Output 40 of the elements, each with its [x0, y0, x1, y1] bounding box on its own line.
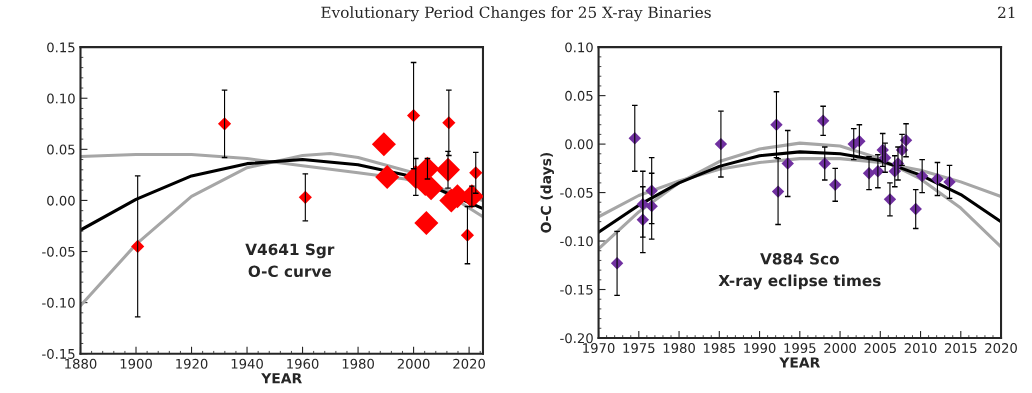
y-tick-label: 0.05 — [47, 144, 75, 155]
x-axis-title: YEAR — [261, 373, 302, 384]
x-tick-label: 1920 — [176, 358, 208, 369]
y-tick-label: -0.05 — [42, 246, 75, 257]
y-tick-label: -0.05 — [560, 187, 593, 198]
y-tick-label: 0.05 — [565, 90, 593, 101]
x-tick-label: 1990 — [744, 343, 776, 354]
y-tick-label: -0.15 — [42, 348, 75, 359]
annotation: V4641 Sgr O-C curve — [245, 243, 335, 278]
x-tick-label: 1960 — [287, 358, 319, 369]
x-tick-label: 1880 — [65, 358, 97, 369]
annotation: V884 Sco X-ray eclipse times — [718, 253, 881, 290]
text: 21 — [998, 6, 1015, 18]
x-tick-label: 1970 — [583, 343, 615, 354]
y-tick-label: 0.15 — [47, 42, 75, 53]
y-axis-title: O-C (days) — [540, 152, 554, 233]
y-tick-label: -0.15 — [560, 284, 593, 295]
x-tick-label: 2000 — [397, 358, 430, 369]
y-tick-label: 0.10 — [565, 42, 593, 53]
y-tick-label: -0.10 — [42, 297, 75, 308]
x-tick-label: 1900 — [120, 358, 152, 369]
x-tick-label: 2020 — [985, 343, 1017, 354]
text: Evolutionary Period Changes for 25 X-ray Binaries — [321, 6, 711, 22]
y-tick-label: 0.10 — [47, 93, 75, 104]
x-tick-label: 1995 — [784, 343, 816, 354]
x-tick-label: 2010 — [904, 343, 937, 354]
y-tick-label: 0.00 — [47, 195, 75, 206]
x-tick-label: 1980 — [342, 358, 374, 369]
x-tick-label: 1980 — [663, 343, 695, 354]
x-tick-label: 2000 — [824, 343, 856, 354]
y-tick-label: -0.20 — [560, 333, 593, 344]
x-tick-label: 2015 — [944, 343, 977, 354]
x-tick-label: 1985 — [703, 343, 735, 354]
x-tick-label: 2005 — [864, 343, 896, 354]
x-axis-title: YEAR — [779, 357, 821, 368]
y-tick-label: 0.00 — [565, 139, 593, 150]
x-tick-label: 1940 — [231, 358, 263, 369]
x-tick-label: 1975 — [623, 343, 655, 354]
y-tick-label: -0.10 — [560, 236, 593, 247]
x-tick-label: 2020 — [453, 358, 486, 369]
